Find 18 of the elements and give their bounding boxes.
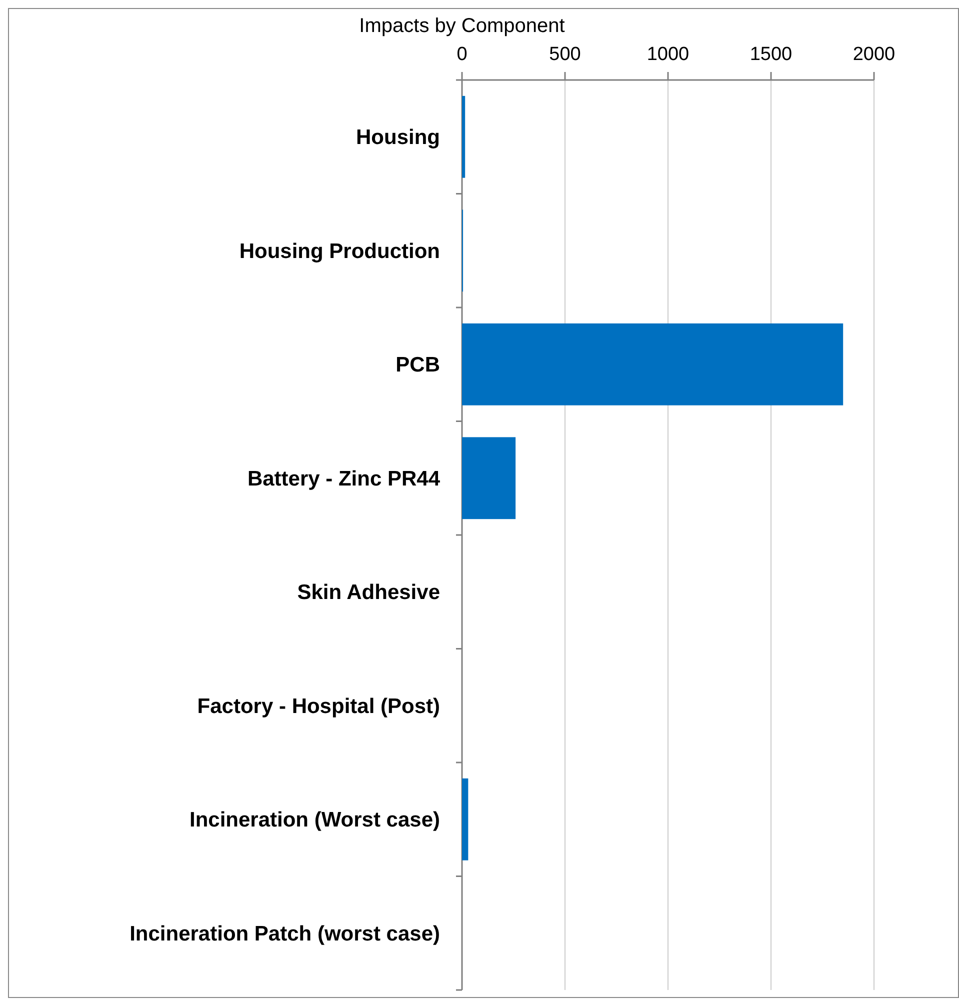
bar bbox=[462, 323, 844, 406]
y-tick-label: PCB bbox=[396, 354, 440, 377]
y-tick-label: Housing Production bbox=[239, 240, 440, 263]
bar bbox=[462, 778, 468, 860]
y-tick-label: Housing bbox=[356, 126, 440, 150]
y-tick-label: Factory - Hospital (Post) bbox=[197, 694, 440, 718]
x-tick-label: 2000 bbox=[852, 44, 896, 65]
x-tick-label: 1000 bbox=[646, 44, 690, 65]
y-tick-label: Skin Adhesive bbox=[297, 581, 440, 604]
chart-title: Impacts by Component bbox=[359, 15, 566, 37]
y-tick-label: Battery - Zinc PR44 bbox=[247, 467, 440, 490]
x-tick-label: 1500 bbox=[750, 44, 792, 65]
x-tick-label: 500 bbox=[549, 44, 581, 65]
x-tick-label: 0 bbox=[456, 44, 468, 65]
y-tick-label: Incineration Patch (worst case) bbox=[130, 922, 440, 946]
bar bbox=[462, 96, 466, 178]
bar bbox=[462, 437, 516, 520]
y-tick-label: Incineration (Worst case) bbox=[189, 808, 440, 832]
